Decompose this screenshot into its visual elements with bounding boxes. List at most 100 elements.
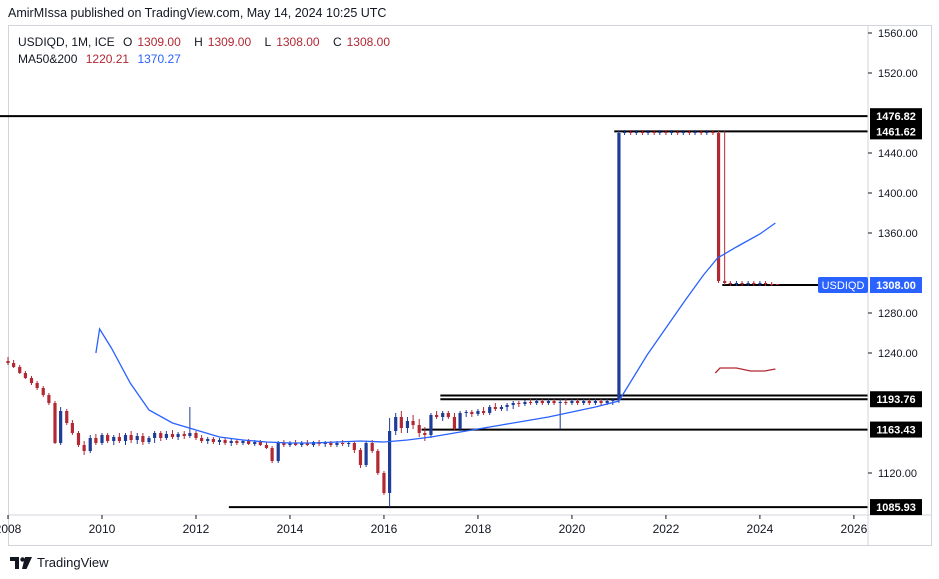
candle-body [622,132,627,133]
candle-body [59,411,63,443]
candle-body [535,401,539,403]
candle-body [23,373,27,378]
candles [6,130,779,507]
open-value: 1309.00 [137,35,181,49]
symbol-tag: USDIQD [822,280,865,292]
y-tick-label: 1440.00 [878,148,918,160]
candle-body [681,132,685,133]
candle-body [270,448,274,461]
candle-body [258,442,262,445]
candle-body [352,443,356,450]
candle-body [499,407,504,409]
candle-body [570,401,574,403]
level-label-box [870,123,922,140]
current-price-label: 1308.00 [876,280,916,292]
candle-body [329,443,333,445]
candle-body [159,433,163,438]
candle-body [341,443,345,444]
candle-body [135,436,139,440]
candle-body [206,439,210,441]
y-tick-label: 1560.00 [878,28,918,40]
y-tick-label: 1360.00 [878,228,918,240]
candle-body [123,435,128,441]
candle-body [217,440,222,442]
x-tick-label: 2014 [277,522,304,536]
x-tick-label: 2020 [559,522,586,536]
candle-body [276,443,280,461]
candle-body [229,441,233,443]
candle-body [94,438,98,443]
candle-body [517,403,521,404]
current-price-box [870,277,922,293]
candle-body [129,435,133,440]
candle-body [505,405,509,407]
x-tick-label: 2024 [747,522,774,536]
symbol-label[interactable]: USDIQD, 1M, ICE [18,35,115,49]
candle-body [41,388,45,395]
candle-body [235,441,239,443]
candle-body [182,434,186,436]
candle-body [6,361,10,363]
candle-body [434,415,439,417]
candle-body [711,132,715,133]
ma50-line [95,222,776,444]
candle-body [599,401,603,403]
candle-body [699,132,703,133]
candle-body [476,411,480,414]
level-label: 1163.43 [876,425,915,437]
candle-body [658,132,662,133]
candle-body [452,417,457,429]
candle-body [775,284,779,285]
candle-body [288,443,292,445]
candle-body [300,443,304,445]
candle-body [611,400,615,401]
candle-body [470,412,474,414]
y-tick-label: 1520.00 [878,68,918,80]
candle-body [364,443,368,465]
candle-body [634,132,638,133]
candle-body [141,436,145,442]
candle-body [716,133,721,281]
ma-label[interactable]: MA50&200 [18,52,78,66]
x-tick-label: 2018 [465,522,492,536]
candle-body [347,443,351,444]
candle-body [70,423,74,433]
candle-body [241,441,245,443]
candle-body [575,401,580,403]
candle-body [294,443,298,445]
candle-body [76,433,81,445]
candle-body [399,417,403,428]
y-tick-label: 1400.00 [878,188,918,200]
candle-body [629,132,633,133]
x-tick-label: 2012 [183,522,210,536]
candle-body [652,132,656,133]
candle-body [305,443,309,445]
tradingview-footer[interactable]: TradingView [10,555,109,570]
candle-body [147,438,151,442]
candle-body [82,445,86,451]
candle-body [770,284,774,285]
level-label: 1193.76 [876,394,915,406]
tradingview-logo-icon [10,556,32,569]
candle-body [411,421,415,425]
candle-body [728,283,732,284]
high-label: H [194,35,203,49]
candle-body [587,401,591,403]
candle-body [335,443,339,445]
candle-body [528,402,533,403]
candle-body [282,443,286,445]
ma200-line [714,367,776,374]
candle-body [752,283,756,284]
close-label: C [332,35,342,49]
candle-body [488,407,492,413]
x-tick-label: 2008 [0,522,22,536]
ma200-value: 1370.27 [137,52,181,66]
candle-body [687,132,692,133]
candle-body [669,132,674,133]
candle-body [540,401,544,403]
candle-body [53,403,57,443]
candle-body [552,401,556,403]
candle-body [88,438,92,451]
candle-body [170,434,175,437]
